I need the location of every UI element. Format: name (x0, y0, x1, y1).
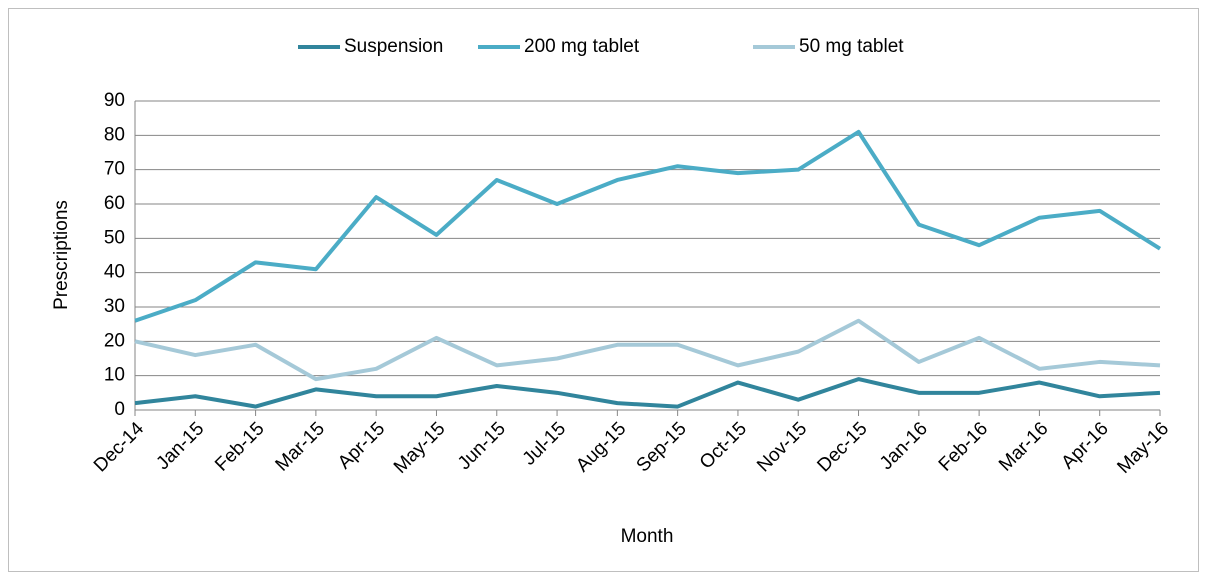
y-tick-label: 0 (114, 399, 125, 420)
legend-label: Suspension (344, 36, 443, 57)
y-tick-label: 10 (104, 365, 125, 386)
x-axis-title: Month (621, 526, 674, 547)
y-axis-title: Prescriptions (51, 200, 72, 310)
y-tick-label: 90 (104, 90, 125, 111)
series-line (134, 377, 1161, 409)
legend-label: 50 mg tablet (799, 36, 904, 57)
y-tick-label: 50 (104, 227, 125, 248)
y-tick-label: 70 (104, 159, 125, 180)
legend-label: 200 mg tablet (524, 36, 640, 57)
y-tick-label: 60 (104, 193, 125, 214)
series-line (134, 318, 1161, 382)
y-tick-label: 40 (104, 262, 125, 283)
y-tick-label: 30 (104, 296, 125, 317)
y-tick-label: 80 (104, 124, 125, 145)
y-tick-label: 20 (104, 330, 125, 351)
chart-border (8, 8, 1199, 572)
series-line (134, 129, 1162, 323)
